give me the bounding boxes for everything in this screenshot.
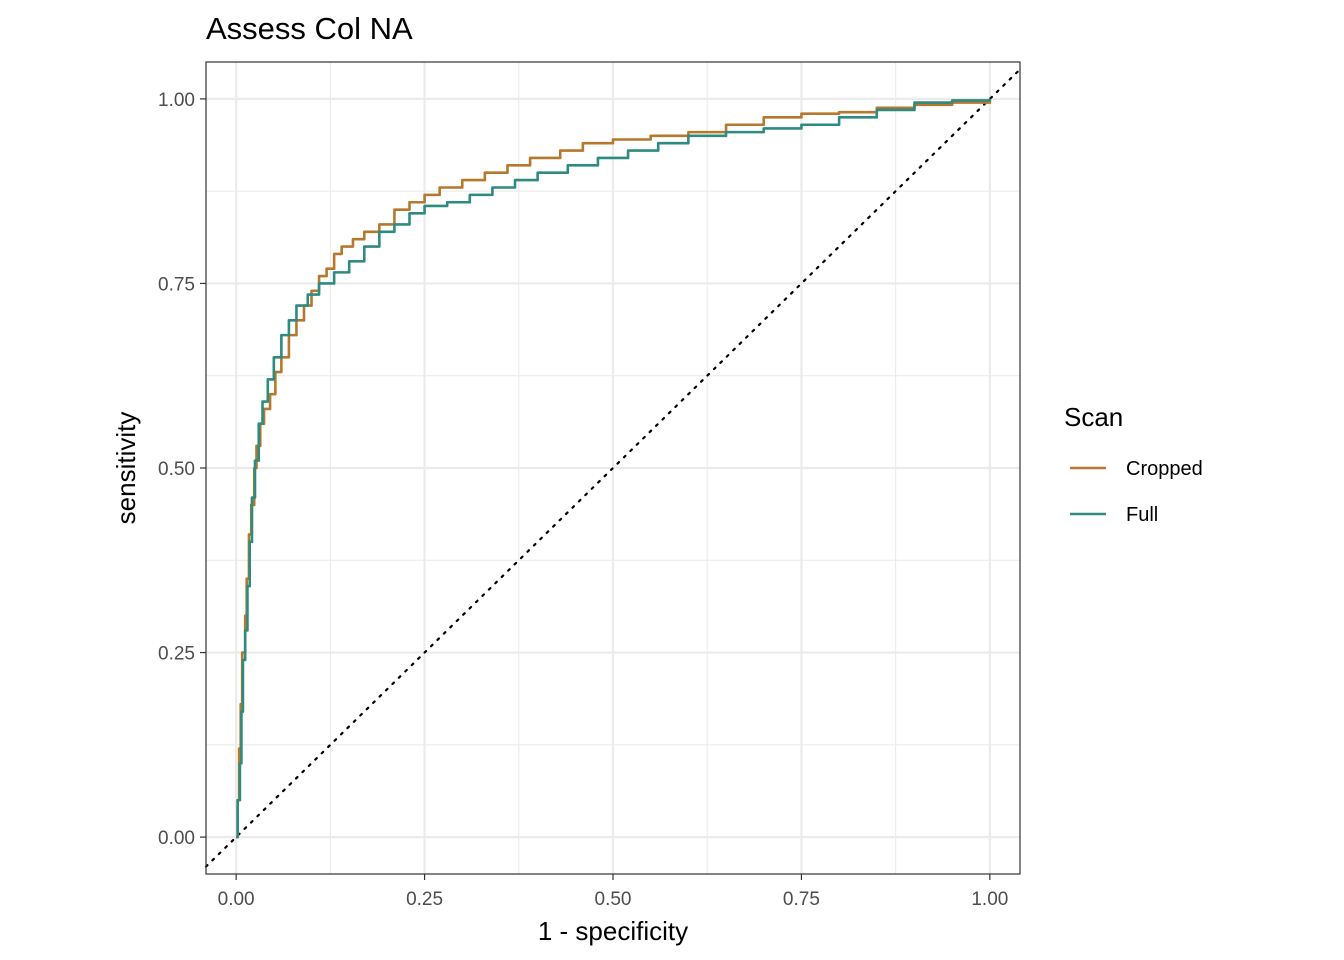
y-tick-label: 0.50	[158, 459, 195, 480]
x-tick-label: 0.50	[595, 889, 632, 910]
x-tick-label: 0.25	[406, 889, 443, 910]
y-tick-label: 0.00	[158, 828, 195, 849]
legend: Scan Cropped Full	[1064, 402, 1203, 526]
y-axis-title: sensitivity	[111, 412, 141, 525]
y-axis: 0.00 0.25 0.50 0.75 1.00	[158, 90, 206, 849]
x-tick-label: 0.00	[218, 889, 255, 910]
legend-label-full: Full	[1126, 504, 1158, 526]
x-tick-label: 1.00	[971, 889, 1008, 910]
plot-panel	[204, 61, 1022, 875]
series-layer	[236, 98, 992, 839]
legend-items: Cropped Full	[1070, 458, 1203, 526]
y-tick-label: 1.00	[158, 90, 195, 111]
legend-label-cropped: Cropped	[1126, 458, 1203, 480]
x-tick-label: 0.75	[783, 889, 820, 910]
y-tick-label: 0.75	[158, 274, 195, 295]
reference-diagonal-line	[204, 68, 1022, 868]
x-axis-title: 1 - specificity	[538, 916, 688, 946]
chart-title: Assess Col NA	[206, 11, 413, 46]
y-tick-label: 0.25	[158, 644, 195, 665]
series-line-full	[236, 98, 992, 839]
x-axis: 0.00 0.25 0.50 0.75 1.00	[218, 874, 1008, 910]
legend-title: Scan	[1064, 402, 1123, 432]
